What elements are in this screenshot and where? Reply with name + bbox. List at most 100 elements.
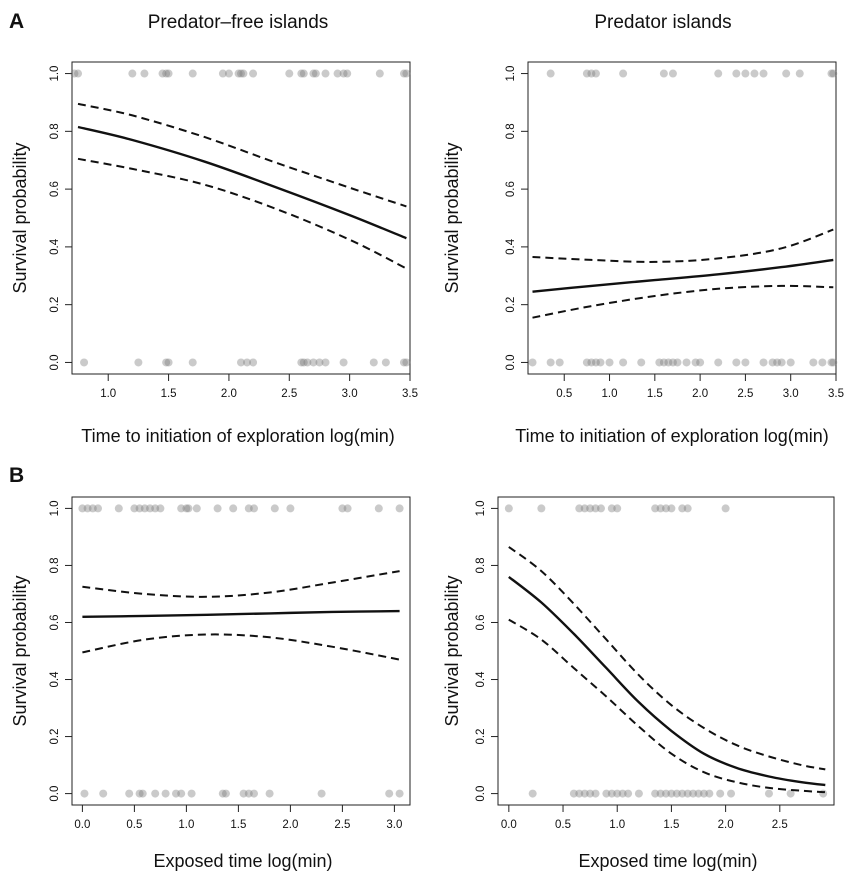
data-point-died [244,789,253,798]
data-point-survived [239,69,248,78]
fit-line [82,609,400,618]
y-tick-label: 1.0 [505,66,517,82]
data-point-died [656,789,665,798]
data-point-survived [721,504,730,513]
data-point-survived [146,504,154,513]
data-point-died [591,358,600,367]
data-point-died [829,358,838,367]
data-point-died [134,358,143,367]
data-point-survived [537,504,546,513]
chart-4: 0.0 0.5 1.0 1.5 2.0 2.5 0.0 0.2 0.4 0.6 0.8 1.0 Expo… [442,496,835,871]
data-point-died [664,358,673,367]
data-point-died [587,358,596,367]
x-tick-label: 0.5 [126,819,142,831]
ci-lower-line [82,633,400,661]
data-point-died [732,358,741,367]
data-point-survived [668,69,677,78]
data-point-died [164,358,173,367]
data-point-survived [343,504,352,513]
y-tick-label: 0.8 [505,123,517,139]
data-point-died [672,789,681,798]
plot-frame [497,496,835,806]
data-point-survived [678,504,687,513]
ci-lower-line [532,284,834,319]
x-tick-label: 1.0 [100,388,116,400]
data-point-survived [827,69,836,78]
data-point-survived [829,69,838,78]
data-point-died [764,789,773,798]
data-point-survived [244,504,253,513]
data-point-survived [591,504,600,513]
data-point-died [662,789,670,798]
y-tick-label: 0.2 [475,729,487,745]
data-point-survived [297,69,306,78]
data-point-survived [683,504,692,513]
data-point-survived [184,504,193,513]
data-point-survived [714,69,723,78]
data-point-died [699,789,708,798]
data-point-survived [399,69,408,78]
y-tick-label: 0.6 [49,181,61,197]
data-point-died [99,789,108,798]
data-point-survived [782,69,791,78]
plot-frame [71,496,411,806]
x-tick-label: 1.0 [602,388,618,400]
data-point-survived [321,69,330,78]
data-point-survived [164,69,173,78]
data-point-survived [213,504,222,513]
x-tick-label: 1.5 [647,388,663,400]
plots-container: 1.0 1.5 2.0 2.5 3.0 3.5 0.0 0.2 0.4 0.6 0.8 1.0 Time… [10,61,844,871]
data-point-survived [78,504,87,513]
data-point-survived [309,69,318,78]
x-tick-label: 3.0 [342,388,358,400]
data-point-survived [402,69,411,78]
data-point-survived [656,504,665,513]
data-point-survived [580,504,589,513]
data-point-died [682,358,691,367]
data-point-survived [732,69,741,78]
data-point-survived [177,504,186,513]
data-point-died [716,789,725,798]
data-point-died [80,789,89,798]
data-point-survived [140,69,149,78]
plot-frame [71,61,411,375]
data-point-died [369,358,378,367]
x-tick-label: 1.0 [609,819,625,831]
panel-letter-b: B [9,464,24,487]
data-point-died [580,789,589,798]
fit-line [77,125,407,240]
data-point-survived [130,504,139,513]
x-tick-label: 2.0 [221,388,237,400]
data-point-survived [151,504,160,513]
data-point-survived [192,504,201,513]
data-point-died [161,789,170,798]
data-point-died [239,789,248,798]
x-tick-label: 3.5 [828,388,844,400]
data-point-died [618,789,627,798]
data-point-survived [587,69,596,78]
data-point-died [187,789,196,798]
plot-frame [527,61,837,375]
y-tick-label: 0.4 [49,671,61,688]
y-tick-label: 0.2 [505,297,517,313]
y-tick-label: 1.0 [49,500,61,516]
data-point-survived [249,69,258,78]
data-point-died [607,789,616,798]
data-point-survived [596,504,605,513]
y-axis-label: Survival probability [442,575,462,726]
data-point-survived [311,69,320,78]
data-point-died [613,789,622,798]
data-point-died [809,358,818,367]
data-point-survived [759,69,768,78]
data-point-died [705,789,714,798]
data-point-died [546,358,555,367]
data-point-survived [229,504,238,513]
data-point-died [768,358,777,367]
y-tick-label: 0.0 [49,786,61,802]
data-point-died [80,358,89,367]
data-point-died [773,358,782,367]
data-point-died [678,789,687,798]
data-point-died [135,789,144,798]
data-point-survived [188,69,197,78]
ci-lower-line [77,157,407,270]
